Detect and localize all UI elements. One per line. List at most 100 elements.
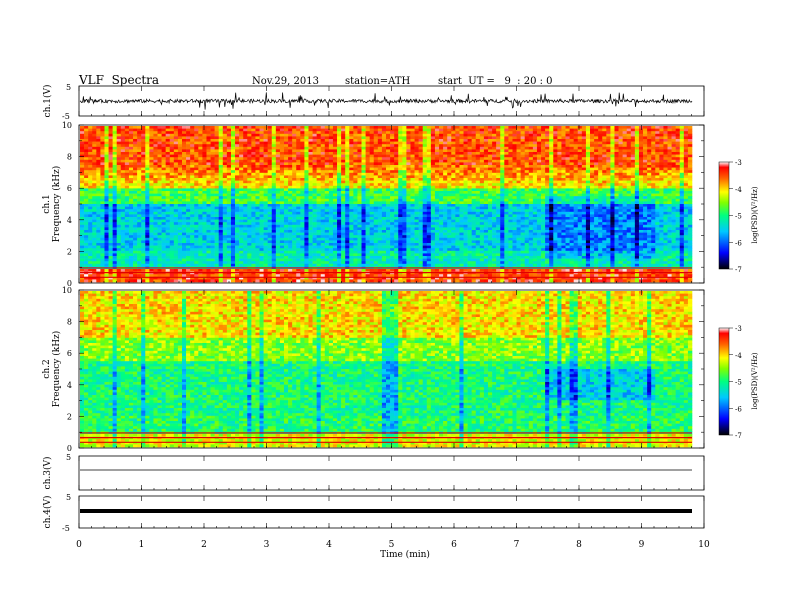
spectrogram-cell [300, 170, 305, 174]
spectrogram-cell [120, 248, 126, 252]
spectrogram-cell [165, 209, 171, 213]
spectrogram-cell [137, 141, 142, 145]
spectrogram-cell [88, 149, 93, 153]
spectrogram-cell [112, 263, 118, 267]
spectrogram-cell [198, 154, 203, 158]
spectrogram-cell [386, 237, 391, 241]
spectrogram-cell [402, 256, 407, 259]
spectrogram-cell [108, 269, 113, 272]
spectrogram-cell [161, 149, 166, 153]
spectrogram-cell [263, 139, 268, 142]
spectrogram-cell [218, 131, 224, 135]
spectrogram-cell [226, 250, 232, 254]
spectrogram-cell [365, 250, 370, 254]
spectrogram-cell [353, 167, 358, 171]
spectrogram-cell [128, 253, 134, 257]
spectrogram-cell [357, 183, 362, 187]
spectrogram-cell [88, 276, 93, 280]
spectrogram-cell [149, 136, 154, 140]
spectrogram-cell [92, 232, 97, 236]
spectrogram-cell [414, 185, 419, 189]
spectrogram-cell [402, 141, 407, 145]
spectrogram-cell [406, 198, 411, 202]
spectrogram-cell [284, 258, 289, 262]
spectrogram-cell [369, 240, 375, 244]
spectrogram-cell [304, 165, 309, 168]
spectrogram-cell [137, 128, 142, 132]
spectrogram-cell [398, 146, 403, 150]
spectrogram-cell [153, 222, 158, 226]
spectrogram-cell [169, 201, 175, 205]
spectrogram-cell [361, 269, 366, 272]
spectrogram-cell [259, 230, 264, 233]
spectrogram-cell [304, 172, 309, 176]
spectrogram-cell [112, 245, 118, 249]
spectrogram-cell [120, 224, 126, 228]
spectrogram-cell [84, 276, 89, 280]
spectrogram-cell [145, 146, 150, 150]
spectrogram-cell [128, 167, 134, 171]
spectrogram-cell [145, 154, 150, 158]
spectrogram-cell [198, 279, 203, 283]
spectrogram-cell [177, 219, 183, 223]
spectrogram-cell [218, 248, 224, 252]
spectrogram-cell [267, 230, 273, 233]
spectrogram-cell [124, 185, 130, 189]
spectrogram-cell [369, 232, 375, 236]
spectrogram-cell [357, 172, 362, 176]
spectrogram-cell [279, 250, 285, 254]
spectrogram-cell [247, 133, 252, 137]
spectrogram-cell [108, 139, 113, 142]
spectrogram-cell [104, 136, 109, 140]
spectrogram-cell [377, 170, 383, 174]
spectrogram-cell [275, 157, 281, 161]
spectrogram-cell [398, 167, 403, 171]
spectrogram-cell [361, 243, 366, 246]
spectrogram-cell [243, 154, 248, 158]
spectrogram-cell [275, 211, 281, 215]
spectrogram-cell [390, 131, 395, 135]
spectrogram-cell [357, 139, 362, 142]
spectrogram-cell [96, 250, 101, 254]
spectrogram-cell [341, 159, 346, 163]
spectrogram-cell [357, 227, 362, 231]
spectrogram-cell [230, 211, 236, 215]
spectrogram-cell [243, 188, 248, 192]
spectrogram-cell [198, 256, 203, 259]
spectrogram-cell [84, 193, 89, 197]
spectrogram-cell [222, 222, 228, 226]
spectrogram-cell [186, 258, 191, 262]
spectrogram-cell [337, 245, 342, 249]
spectrogram-cell [390, 196, 395, 200]
spectrogram-cell [161, 201, 166, 205]
spectrogram-cell [186, 157, 191, 161]
spectrogram-cell [288, 165, 293, 168]
spectrogram-cell [414, 235, 419, 239]
spectrogram-cell [263, 240, 268, 244]
spectrogram-cell [153, 253, 158, 257]
spectrogram-cell [271, 204, 277, 207]
spectrogram-cell [320, 230, 326, 233]
spectrogram-cell [169, 172, 175, 176]
spectrogram-cell [169, 227, 175, 231]
spectrogram-cell [149, 196, 154, 200]
spectrogram-cell [275, 126, 281, 129]
spectrogram-cell [267, 126, 273, 129]
spectrogram-cell [316, 188, 322, 192]
spectrogram-cell [353, 214, 358, 218]
spectrogram-cell [308, 230, 313, 233]
spectrogram-cell [320, 219, 326, 223]
spectrogram-cell [100, 258, 105, 262]
spectrogram-cell [206, 253, 211, 257]
spectrogram-cell [304, 167, 309, 171]
spectrogram-cell [275, 159, 281, 163]
spectrogram-cell [345, 204, 350, 207]
spectrogram-cell [161, 256, 166, 259]
spectrogram-cell [96, 211, 101, 215]
spectrogram-cell [92, 162, 97, 166]
spectrogram-cell [373, 258, 379, 262]
spectrogram-cell [214, 243, 220, 246]
spectrogram-cell [247, 139, 252, 142]
spectrogram-cell [194, 128, 199, 132]
spectrogram-cell [239, 261, 244, 265]
